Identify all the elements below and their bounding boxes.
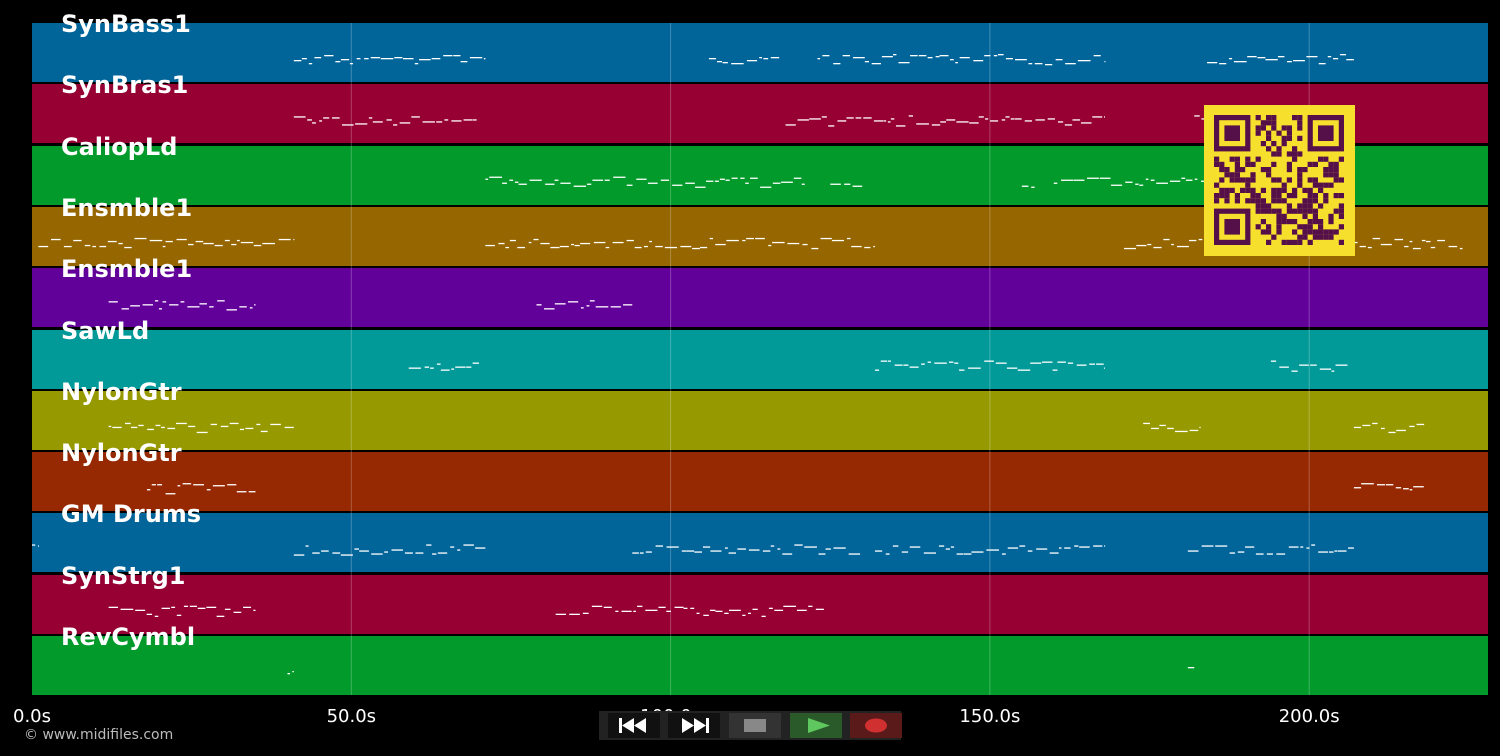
note-cluster	[1021, 185, 1035, 188]
track-lane	[32, 329, 1488, 389]
record-button[interactable]	[850, 713, 902, 738]
note-cluster	[293, 544, 486, 556]
note-cluster	[1353, 422, 1425, 434]
play-button[interactable]	[790, 713, 842, 738]
track-name: RevCymbl	[61, 623, 196, 651]
note-cluster	[830, 183, 863, 187]
track-name: Ensmble1	[61, 255, 193, 284]
rewind-icon	[619, 718, 646, 733]
transport-controls	[599, 711, 902, 740]
note-cluster	[1187, 544, 1354, 555]
rewind-button[interactable]	[608, 713, 660, 738]
note-cluster	[293, 55, 486, 65]
note-cluster	[1187, 667, 1195, 669]
note-cluster	[874, 545, 1106, 555]
track-name: NylonGtr	[61, 439, 182, 468]
track-lane	[32, 636, 1488, 695]
note-cluster	[287, 671, 294, 675]
note-cluster	[32, 544, 39, 547]
note-cluster	[485, 176, 805, 188]
note-cluster	[108, 300, 256, 311]
qr-code	[1204, 105, 1355, 256]
note-cluster	[38, 237, 295, 249]
note-cluster	[108, 422, 294, 434]
note-cluster	[108, 605, 256, 617]
note-cluster	[1207, 54, 1354, 65]
track-name: NylonGtr	[61, 377, 182, 406]
note-cluster	[1353, 483, 1424, 491]
time-tick-label: 150.0s	[959, 706, 1021, 727]
fast-forward-icon	[682, 718, 709, 733]
copyright-text: © www.midifiles.com	[24, 727, 174, 743]
track-lane	[32, 513, 1488, 573]
fast-forward-button[interactable]	[668, 713, 720, 738]
note-cluster	[536, 300, 633, 310]
track-name: GM Drums	[61, 500, 202, 529]
track-name: SynBras1	[61, 71, 189, 100]
note-cluster	[874, 360, 1105, 371]
track-lane	[32, 268, 1488, 328]
track-name: SawLd	[61, 316, 150, 345]
time-tick-label: 200.0s	[1278, 706, 1340, 727]
track-name: Ensmble1	[61, 193, 193, 222]
note-cluster	[408, 362, 480, 371]
track-lane	[32, 390, 1488, 450]
note-cluster	[1143, 422, 1201, 433]
track-lane	[32, 574, 1488, 634]
track-name: CaliopLd	[61, 132, 178, 161]
track-name: SynStrg1	[61, 561, 186, 590]
track-lane	[32, 452, 1488, 512]
track-lane	[32, 23, 1488, 82]
note-cluster	[555, 605, 824, 617]
play-icon	[808, 718, 830, 733]
note-cluster	[632, 544, 861, 555]
note-cluster	[708, 57, 780, 65]
note-cluster	[293, 116, 477, 126]
note-cluster	[785, 115, 1105, 127]
note-cluster	[485, 237, 875, 250]
stop-icon	[744, 719, 766, 732]
record-icon	[865, 718, 887, 733]
track-name: SynBass1	[61, 10, 191, 38]
note-cluster	[817, 54, 1106, 66]
note-cluster	[146, 483, 256, 495]
stop-button[interactable]	[729, 713, 781, 738]
note-cluster	[1270, 360, 1348, 372]
time-tick-label: 0.0s	[12, 706, 52, 727]
time-tick-label: 50.0s	[326, 706, 377, 727]
